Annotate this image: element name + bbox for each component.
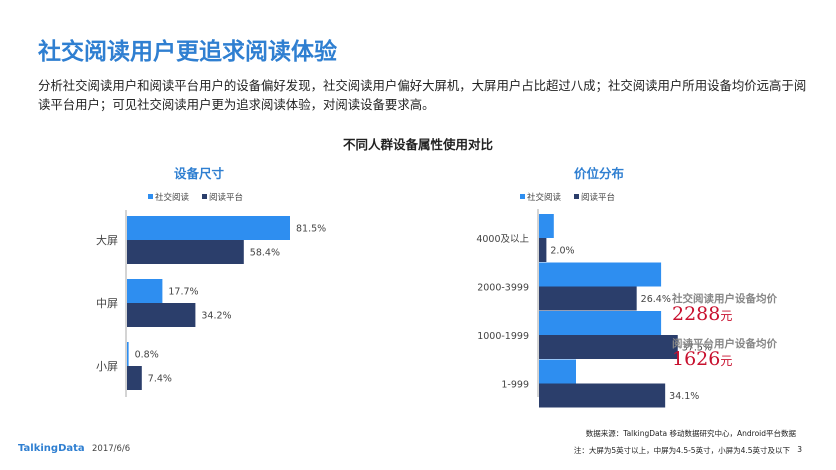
data-label-1-1-1: 26.4% — [641, 294, 671, 305]
category-label-1-1: 2000-3999 — [477, 283, 529, 294]
chart-title-size: 设备尺寸 — [174, 166, 225, 181]
legend-swatch-0-1 — [202, 194, 207, 199]
data-label-1-0-1: 2.0% — [550, 246, 574, 257]
section-title: 不同人群设备属性使用对比 — [342, 137, 493, 152]
bar-0-2-1 — [127, 366, 142, 390]
category-label-0-1: 中屏 — [96, 297, 118, 310]
note-value-social: 2288元 — [672, 303, 732, 325]
page-subtitle: 分析社交阅读用户和阅读平台用户的设备偏好发现，社交阅读用户偏好大屏机，大屏用户占… — [38, 78, 807, 112]
chart-title-price: 价位分布 — [574, 166, 625, 181]
legend-label-0-1: 阅读平台 — [209, 192, 243, 203]
bar-0-0-1 — [127, 240, 244, 264]
category-label-1-3: 1-999 — [501, 380, 529, 391]
legend-label-1-1: 阅读平台 — [581, 192, 615, 203]
legend-swatch-1-0 — [520, 194, 525, 199]
data-label-0-0-0: 81.5% — [296, 224, 326, 235]
footer-date: 2017/6/6 — [92, 444, 131, 454]
data-label-0-2-1: 7.4% — [148, 374, 172, 385]
note-value-platform-number: 1626 — [672, 348, 721, 370]
bar-0-2-0 — [127, 342, 129, 366]
legend-swatch-0-0 — [148, 194, 153, 199]
bar-1-3-1 — [539, 383, 666, 408]
data-label-0-1-0: 17.7% — [168, 287, 198, 298]
data-label-1-2-1: 37.5% — [682, 343, 712, 354]
talkingdata-logo: TalkingData — [18, 443, 85, 454]
bar-1-2-0 — [539, 311, 662, 335]
data-label-0-2-0: 0.8% — [135, 350, 159, 361]
data-label-0-0-1: 58.4% — [250, 248, 280, 259]
legend-label-1-0: 社交阅读 — [527, 192, 562, 203]
category-label-0-2: 小屏 — [96, 360, 118, 373]
note-value-platform-unit: 元 — [720, 354, 733, 368]
bar-0-1-0 — [127, 279, 163, 303]
footer-note: 注：大屏为5英寸以上，中屏为4.5-5英寸，小屏为4.5英寸及以下 — [573, 446, 790, 455]
bar-1-1-0 — [539, 262, 662, 287]
note-value-platform: 1626元 — [672, 348, 732, 370]
note-label-social: 社交阅读用户设备均价 — [672, 293, 777, 305]
category-label-1-2: 1000-1999 — [477, 331, 529, 342]
legend-swatch-1-1 — [574, 194, 579, 199]
note-value-social-number: 2288 — [672, 303, 721, 325]
bar-1-0-0 — [539, 214, 554, 238]
category-label-1-0: 4000及以上 — [476, 234, 529, 245]
bar-1-0-1 — [539, 238, 547, 262]
footer-source: 数据来源：TalkingData 移动数据研究中心，Android平台数据 — [585, 429, 796, 438]
note-value-social-unit: 元 — [720, 309, 733, 323]
bar-1-3-0 — [539, 359, 576, 384]
data-label-0-1-1: 34.2% — [201, 311, 231, 322]
bar-1-1-1 — [539, 286, 637, 311]
page-title: 社交阅读用户更追求阅读体验 — [38, 39, 337, 65]
legend-label-0-0: 社交阅读 — [155, 192, 190, 203]
bar-1-2-1 — [539, 335, 678, 359]
page-number: 3 — [797, 445, 802, 454]
bar-0-0-0 — [127, 216, 290, 240]
category-label-0-0: 大屏 — [96, 233, 118, 247]
note-label-platform: 阅读平台用户设备均价 — [672, 338, 777, 350]
data-label-1-3-1: 34.1% — [669, 391, 699, 402]
bar-0-1-1 — [127, 303, 196, 327]
